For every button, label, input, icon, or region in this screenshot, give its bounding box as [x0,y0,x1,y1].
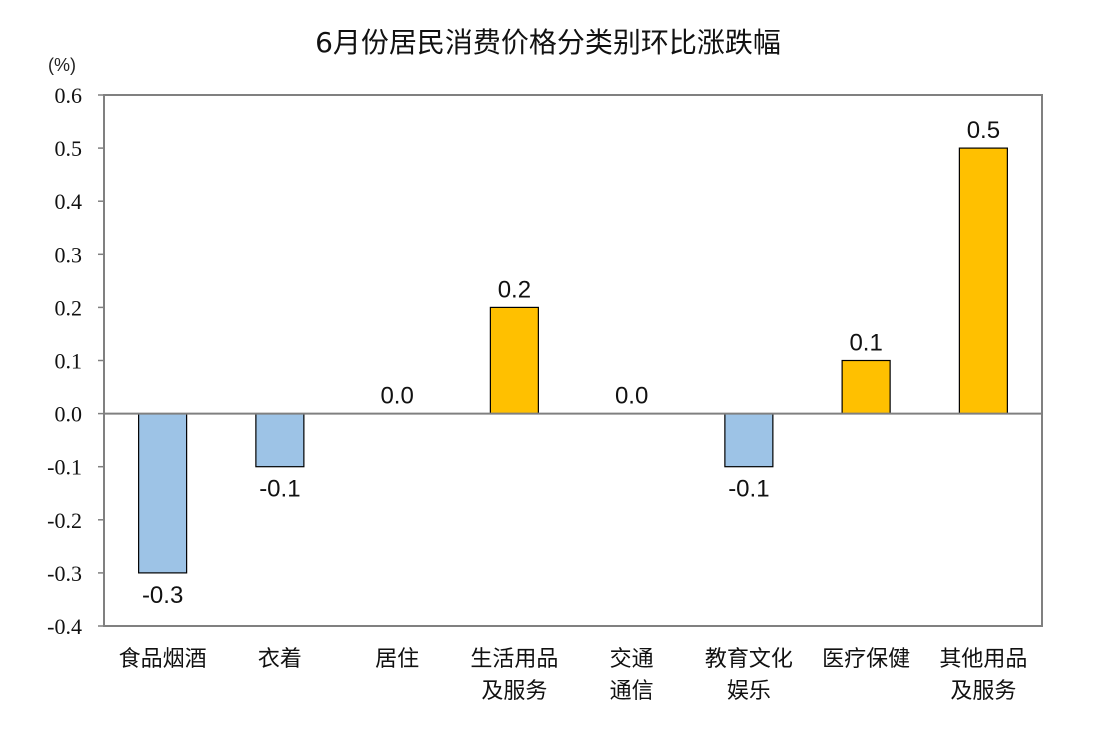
data-label: 0.5 [967,117,1000,144]
bar [138,413,188,574]
category-label: 通信 [610,679,654,704]
data-label: 0.0 [380,383,413,410]
y-tick-label: 0.0 [55,402,83,427]
data-label: 0.0 [615,383,648,410]
bar [724,413,774,468]
chart-title: 6月份居民消费价格分类别环比涨跌幅 [315,26,781,59]
data-label: -0.3 [142,582,183,609]
category-label: 教育文化 [705,647,793,672]
data-label: -0.1 [259,476,300,503]
data-label: 0.1 [849,330,882,357]
bar [841,359,891,415]
bar [255,413,305,468]
data-label: -0.1 [728,476,769,503]
category-label: 食品烟酒 [119,647,207,672]
y-tick-label: -0.1 [47,455,82,480]
y-tick-label: -0.3 [47,561,82,586]
bar [958,147,1008,415]
plot-area [103,94,1043,627]
y-axis-unit: (%) [48,55,76,75]
y-tick-label: 0.5 [55,136,83,161]
bars [138,147,1008,574]
category-label: 及服务 [950,679,1016,704]
category-label: 娱乐 [727,679,771,704]
bar [489,306,539,415]
y-tick-label: 0.4 [55,189,83,214]
y-axis-ticks: 0.6 0.5 0.4 0.3 0.2 0.1 0.0 -0.1 -0.2 -0.3 -0.4 [47,83,104,639]
y-tick-label: 0.1 [55,349,83,374]
category-label: 生活用品 [470,647,558,672]
category-label: 及服务 [481,679,547,704]
category-label: 交通 [610,647,654,672]
data-labels: -0.3 -0.1 0.0 0.2 0.0 -0.1 0.1 0.5 [142,117,1000,609]
category-label: 其他用品 [939,647,1027,672]
y-tick-label: -0.4 [47,614,82,639]
category-label: 医疗保健 [822,647,910,672]
data-label: 0.2 [498,276,531,303]
y-tick-label: 0.6 [55,83,83,108]
y-tick-label: 0.2 [55,295,83,320]
category-label: 居住 [375,647,419,672]
y-tick-label: -0.2 [47,508,82,533]
y-tick-label: 0.3 [55,242,83,267]
category-label: 衣着 [258,647,302,672]
